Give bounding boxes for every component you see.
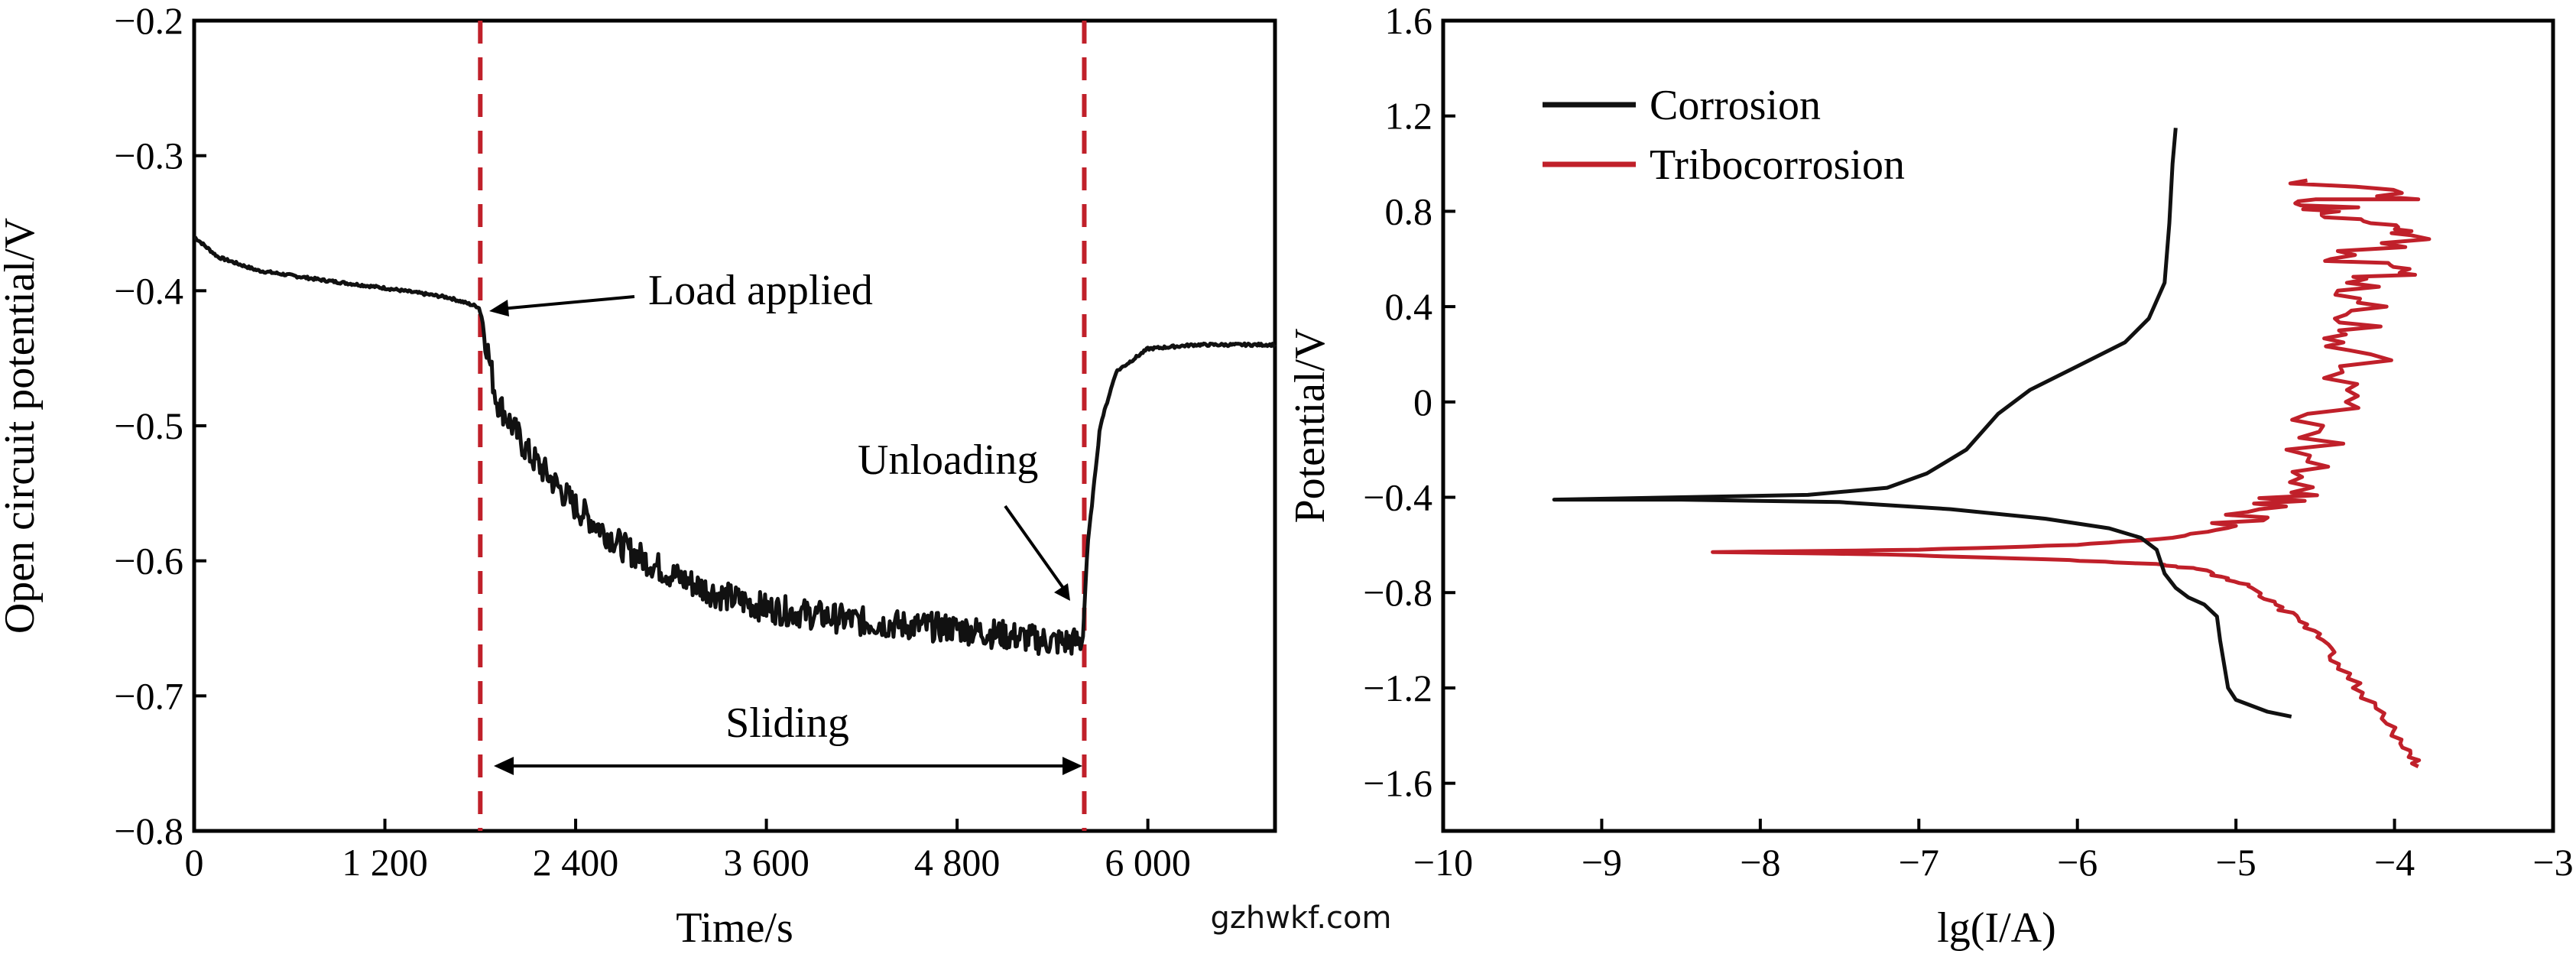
polarization-y-tick-label: 0 (1413, 381, 1432, 423)
polarization-x-tick-label: −9 (1582, 841, 1622, 884)
load-applied-label: Load applied (648, 267, 873, 314)
ocp-x-tick-label: 2 400 (533, 841, 619, 884)
polarization-x-axis-label: lg(I/A) (1937, 904, 2056, 952)
ocp-y-tick-label: −0.3 (114, 135, 183, 177)
sliding-label: Sliding (725, 699, 849, 747)
ocp-x-tick-label: 1 200 (342, 841, 428, 884)
ocp-y-tick-label: −0.4 (114, 269, 183, 312)
ocp-y-tick-label: −0.6 (114, 540, 183, 582)
polarization-y-tick-label: −1.6 (1363, 762, 1432, 805)
ocp-x-tick-label: 0 (185, 841, 204, 884)
polarization-y-tick-label: 0.8 (1385, 190, 1433, 232)
ocp-x-tick-label: 4 800 (914, 841, 1001, 884)
polarization-x-tick-label: −3 (2532, 841, 2573, 884)
sliding-arrowhead-left (494, 757, 514, 775)
sliding-arrowhead-right (1063, 757, 1082, 775)
polarization-x-tick-label: −6 (2057, 841, 2097, 884)
polarization-y-tick-label: −0.4 (1363, 476, 1432, 519)
legend-label-tribocorrosion: Tribocorrosion (1650, 141, 1905, 189)
ocp-y-tick-label: −0.7 (114, 674, 183, 717)
unloading-label: Unloading (858, 436, 1038, 484)
ocp-x-ticks: 0 1 200 2 400 3 600 4 800 6 000 (185, 819, 1191, 884)
legend-label-corrosion: Corrosion (1650, 82, 1821, 129)
ocp-y-axis-label: Open circuit potential/V (0, 218, 44, 634)
polarization-y-tick-label: 1.2 (1385, 95, 1433, 138)
legend: Corrosion Tribocorrosion (1543, 82, 1905, 189)
ocp-y-tick-label: −0.2 (114, 0, 183, 42)
polarization-x-tick-label: −4 (2374, 841, 2415, 884)
polarization-chart: −10 −9 −8 −7 −6 −5 −4 −3 −1.6 −1.2 −0.8 −0.4 0 0.4 0.… (1286, 0, 2574, 952)
ocp-event-markers (478, 21, 1087, 831)
polarization-y-tick-label: 0.4 (1385, 285, 1433, 328)
ocp-x-tick-label: 6 000 (1105, 841, 1191, 884)
ocp-y-ticks: −0.8 −0.7 −0.6 −0.5 −0.4 −0.3 −0.2 (114, 0, 206, 852)
ocp-x-tick-label: 3 600 (723, 841, 809, 884)
polarization-x-tick-label: −7 (1899, 841, 1939, 884)
polarization-plot-frame (1441, 18, 2555, 833)
polarization-x-ticks: −10 −9 −8 −7 −6 −5 −4 −3 (1413, 819, 2574, 884)
ocp-y-tick-label: −0.5 (114, 404, 183, 447)
polarization-x-tick-label: −5 (2216, 841, 2256, 884)
load-arrow (501, 295, 635, 310)
unload-arrow (1004, 505, 1066, 592)
unload-arrowhead (1054, 583, 1070, 601)
ocp-y-tick-label: −0.8 (114, 810, 183, 852)
watermark: gzhwkf.com (1211, 900, 1392, 936)
polarization-y-ticks: −1.6 −1.2 −0.8 −0.4 0 0.4 0.8 1.2 1.6 (1363, 0, 1455, 805)
polarization-y-tick-label: −1.2 (1363, 667, 1432, 709)
series-line-tribocorrosion (1711, 178, 2432, 769)
series-line-corrosion (1552, 128, 2292, 719)
polarization-y-tick-label: −0.8 (1363, 571, 1432, 614)
polarization-x-tick-label: −8 (1740, 841, 1780, 884)
ocp-x-axis-label: Time/s (676, 904, 793, 952)
ocp-series-line (193, 235, 1277, 656)
load-arrowhead (489, 300, 509, 316)
polarization-y-tick-label: 1.6 (1385, 0, 1433, 42)
polarization-x-tick-label: −10 (1413, 841, 1473, 884)
polarization-y-axis-label: Potential/V (1286, 328, 1334, 523)
